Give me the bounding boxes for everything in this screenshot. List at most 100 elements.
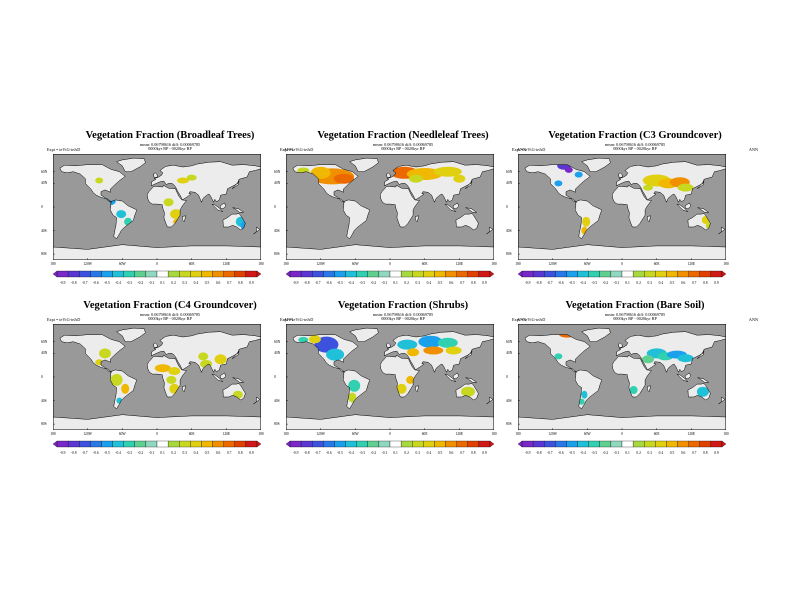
colorbar-swatch — [632, 440, 645, 448]
colorbar-label: -0.5 — [569, 451, 575, 455]
lon-label: 0 — [156, 262, 158, 266]
coastline-newguinea — [232, 377, 245, 383]
landmass-greatbritain — [153, 172, 158, 178]
lat-label: 0 — [274, 375, 276, 379]
panel-title: Vegetation Fraction (C4 Groundcover) — [83, 300, 257, 311]
colorbar-label: -0.2 — [370, 281, 377, 285]
colorbar-swatch — [699, 270, 712, 278]
season-label: ANN — [748, 317, 758, 322]
anomaly-patch — [99, 348, 111, 359]
landmass-japan — [697, 350, 704, 359]
lat-label: 40N — [41, 181, 48, 186]
landmass-newguinea — [232, 377, 244, 383]
coastline-newguinea — [697, 377, 710, 383]
landmass-madagascar — [647, 215, 651, 222]
experiment-label: Expt = teVtG-teJsD — [47, 317, 81, 322]
coastline-nz — [486, 396, 494, 405]
colorbar-label: -0.6 — [326, 451, 332, 455]
lat-label: 40N — [274, 351, 281, 356]
colorbar-swatch — [412, 270, 424, 278]
anomaly-patch — [168, 367, 181, 376]
colorbar-swatch — [356, 270, 368, 278]
colorbar-swatch — [666, 270, 678, 278]
map-panel-3: Vegetation Fraction (C3 Groundcover) mea… — [506, 130, 760, 310]
colorbar-swatch — [621, 270, 634, 278]
colorbar-swatch — [334, 270, 346, 278]
coastline-greenland — [349, 327, 379, 342]
colorbar-label: 0.4 — [193, 281, 199, 285]
colorbar-swatch — [101, 270, 113, 278]
anomaly-patch — [445, 346, 462, 355]
colorbar-swatch — [521, 440, 534, 448]
coastline-japan — [231, 180, 240, 189]
lon-label: 180 — [258, 432, 264, 436]
lon-label: 60W — [118, 432, 126, 436]
colorbar-swatch — [56, 440, 69, 448]
colorbar-label: 0.6 — [448, 451, 454, 455]
colorbar-swatch — [644, 270, 656, 278]
colorbar-swatch — [434, 440, 446, 448]
lat-label: 60N — [41, 169, 48, 174]
colorbar-swatch — [167, 440, 180, 448]
colorbar-label: 0.8 — [703, 451, 708, 455]
lon-label: 180 — [283, 262, 289, 266]
colorbar-swatch — [389, 440, 402, 448]
coastline-nz — [718, 396, 726, 405]
coastline-madagascar — [182, 215, 187, 223]
colorbar-label: -0.1 — [613, 281, 620, 285]
coastline-newguinea — [697, 207, 710, 213]
panel-subtitle-period: 0000kyr BP - 0020kyr BP — [381, 316, 425, 321]
lon-label: 60W — [351, 432, 359, 436]
anomaly-patch — [409, 174, 423, 183]
coastline-namerica — [59, 164, 126, 203]
lon-label: 120W — [316, 432, 326, 436]
lat-label: 40S — [506, 398, 512, 403]
landmass-indonesia — [444, 204, 456, 212]
coastline-greatbritain — [153, 342, 158, 348]
colorbar-label: -0.9 — [59, 281, 66, 285]
colorbar-label: -0.9 — [524, 281, 531, 285]
colorbar-label: 0.6 — [680, 281, 686, 285]
colorbar-low-arrow — [286, 440, 291, 448]
colorbar-label: -0.6 — [558, 281, 564, 285]
coastline-namerica — [59, 334, 126, 373]
anomaly-patch — [214, 354, 227, 365]
colorbar-swatch — [223, 270, 235, 278]
colorbar-label: -0.3 — [126, 451, 133, 455]
lon-label: 60W — [583, 262, 591, 266]
colorbar-swatch — [521, 270, 534, 278]
lon-label: 0 — [389, 262, 391, 266]
colorbar-label: -0.5 — [104, 281, 110, 285]
colorbar-swatch — [223, 440, 235, 448]
colorbar-swatch — [123, 440, 135, 448]
lon-label: 180 — [515, 432, 521, 436]
coastline-samerica — [574, 199, 603, 240]
colorbar-label: -0.5 — [569, 281, 575, 285]
colorbar-swatch — [478, 270, 491, 278]
colorbar-label: 0.5 — [204, 451, 210, 455]
colorbar-swatch — [532, 440, 545, 448]
colorbar-swatch — [289, 270, 302, 278]
colorbar-swatch — [378, 440, 391, 448]
coastline-greenland — [116, 327, 146, 342]
coastline-antarctica — [518, 414, 726, 430]
anomaly-layer — [95, 348, 243, 404]
colorbar-swatch — [345, 270, 357, 278]
lon-label: 120E — [222, 432, 231, 436]
colorbar-label: 0.3 — [647, 451, 653, 455]
map-panel-6: Vegetation Fraction (Bare Soil) mean: 0.… — [506, 300, 760, 480]
lon-label: 120W — [316, 262, 326, 266]
season-label: ANN — [516, 147, 526, 152]
colorbar-label: -0.3 — [359, 451, 366, 455]
colorbar-label: 0.7 — [226, 281, 232, 285]
lon-label: 60E — [421, 432, 428, 436]
lat-label: 80S — [506, 422, 512, 427]
colorbar — [518, 440, 726, 448]
colorbar-label: -0.7 — [81, 281, 88, 285]
colorbar-label: -0.2 — [137, 451, 144, 455]
anomaly-patch — [198, 352, 209, 361]
colorbar-label: 0.1 — [160, 281, 165, 285]
coastline-indonesia — [676, 203, 689, 212]
colorbar-label: -0.5 — [337, 281, 343, 285]
coastline-samerica — [342, 369, 371, 410]
